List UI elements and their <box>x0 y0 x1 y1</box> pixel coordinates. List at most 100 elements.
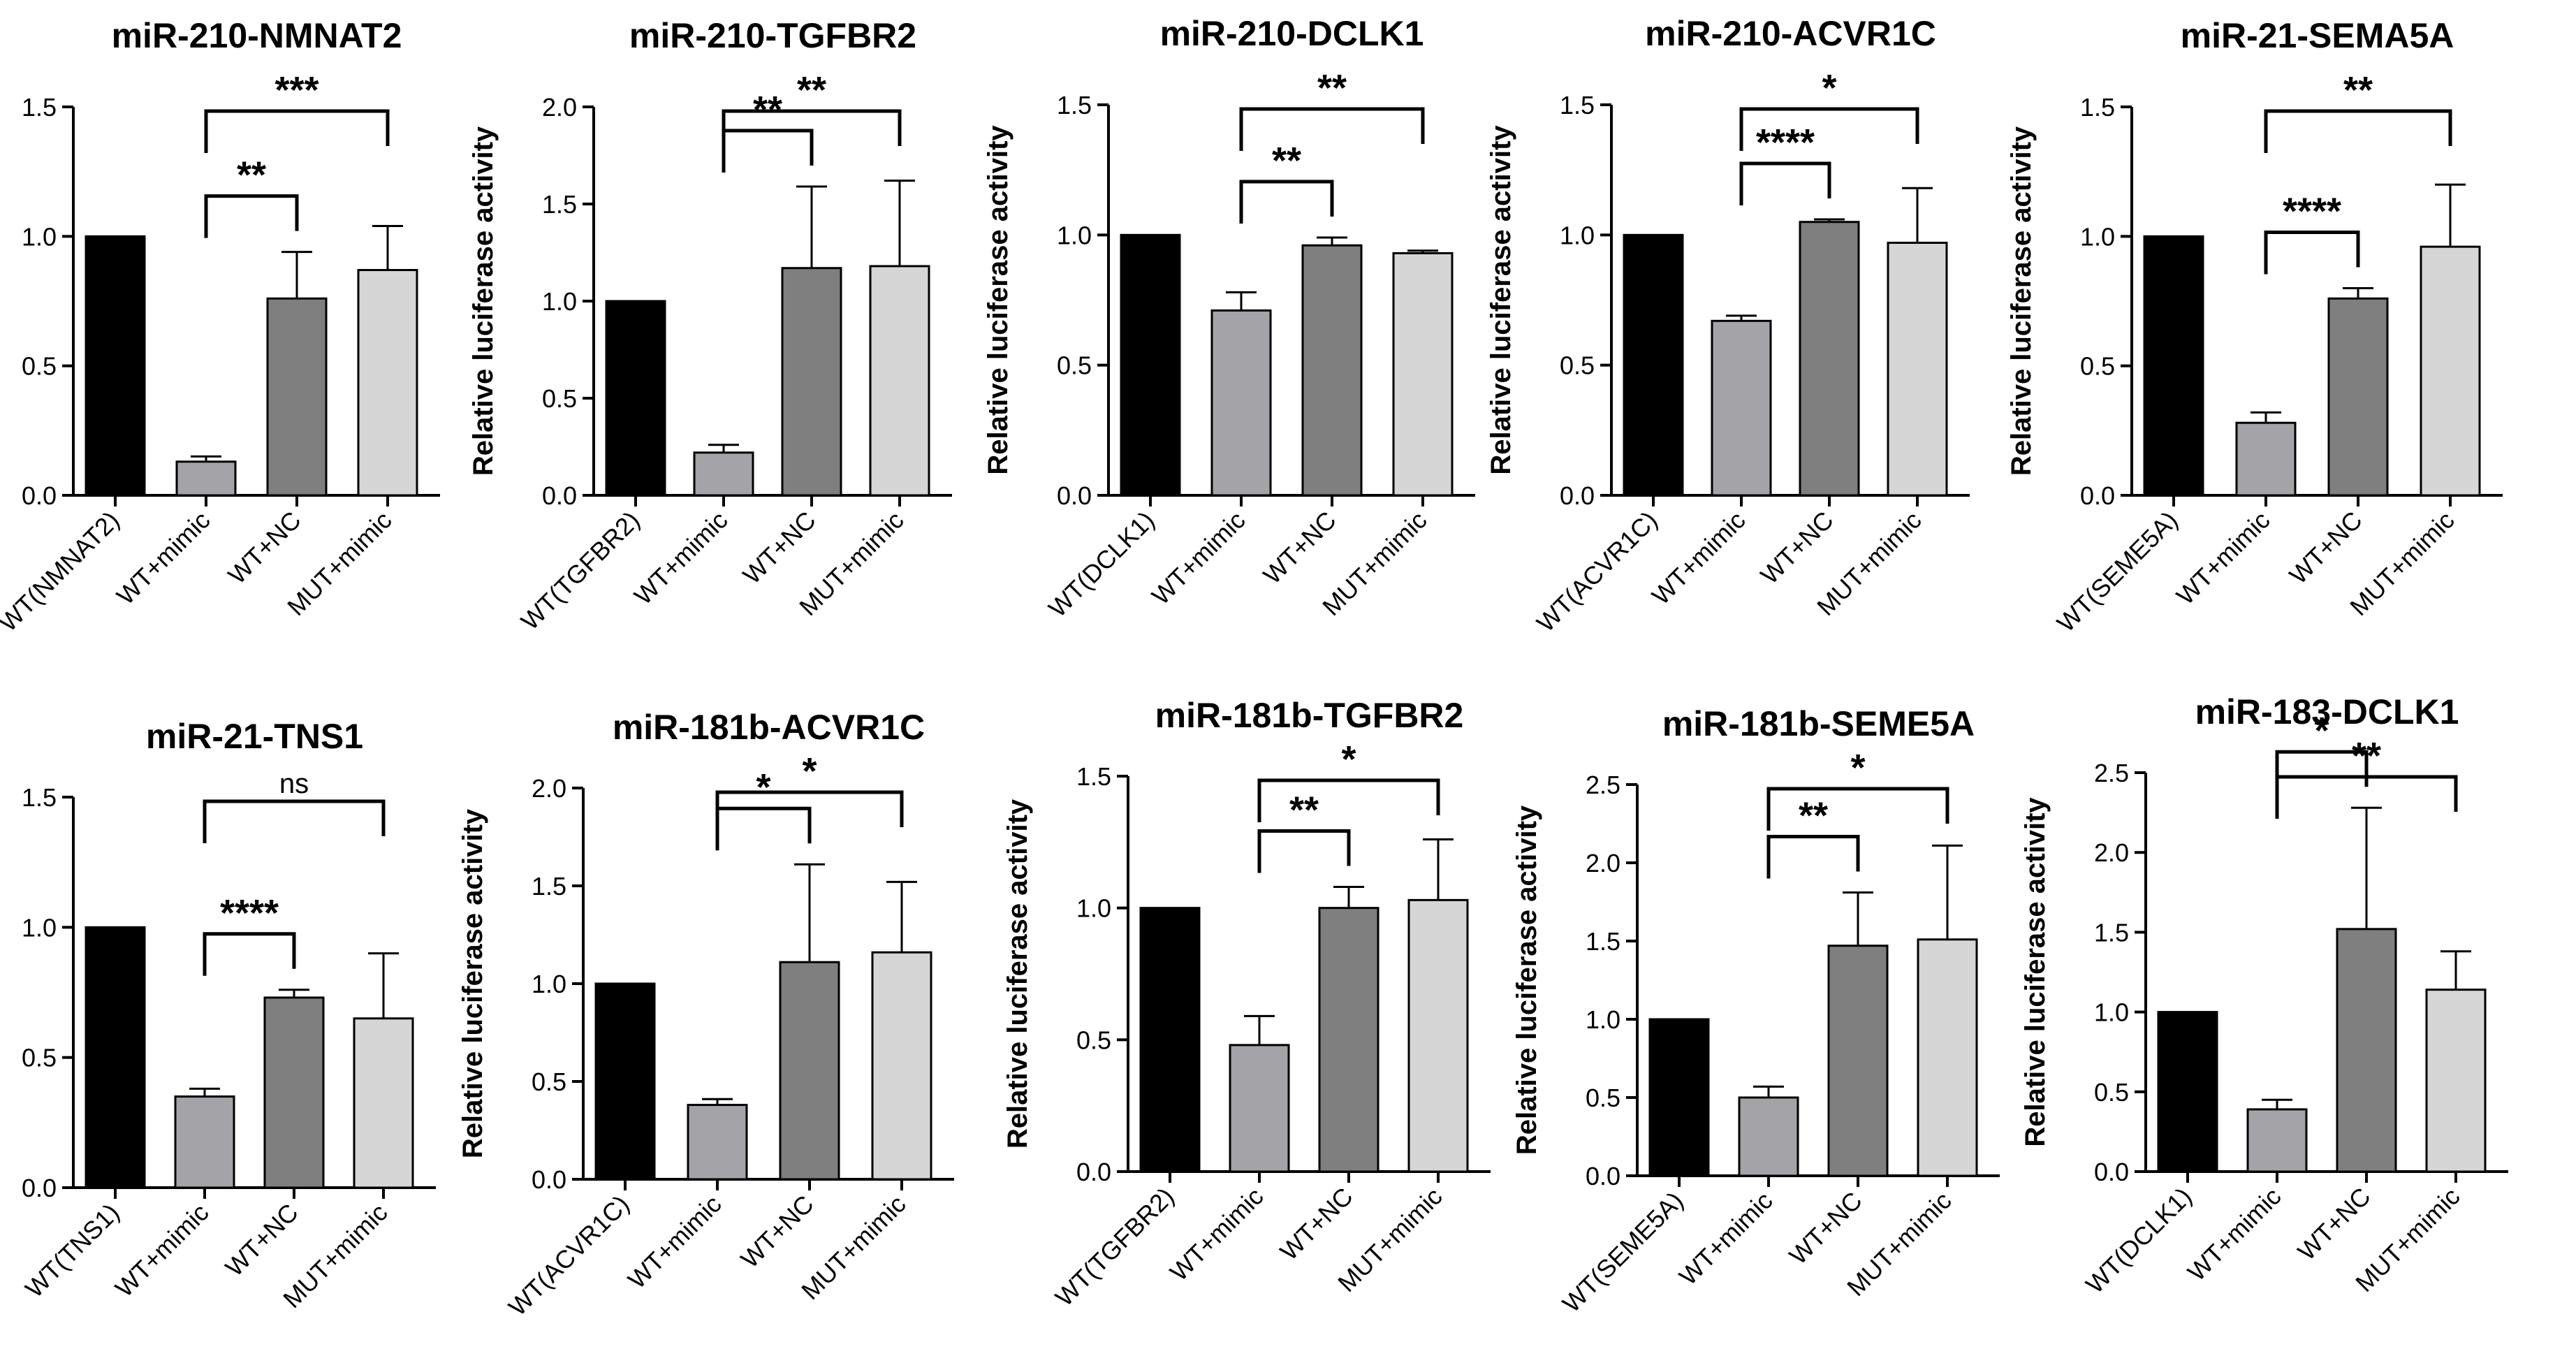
x-category-label: WT+mimic <box>1646 506 1751 611</box>
bar <box>174 1095 235 1189</box>
significance-label: **** <box>1756 122 1815 163</box>
chart-title: miR-210-TGFBR2 <box>629 16 916 55</box>
significance-bracket <box>1239 107 1425 151</box>
y-tick-label: 0.0 <box>22 1174 57 1202</box>
y-tick-label: 2.5 <box>1586 771 1620 799</box>
significance-bracket <box>204 109 390 153</box>
y-axis-label: Relative luciferase activity <box>468 126 499 476</box>
y-tick-label: 0.0 <box>532 1165 566 1194</box>
bar <box>871 951 932 1181</box>
chart-panel: miR-210-TGFBR2 Relative luciferase activi… <box>468 16 952 636</box>
bar <box>85 235 146 497</box>
significance-bracket <box>2275 750 2369 794</box>
bar <box>1301 244 1363 497</box>
y-tick-label: 0.0 <box>1560 481 1595 510</box>
significance-label: ** <box>237 154 266 196</box>
bar <box>779 961 840 1181</box>
x-category-label: WT+NC <box>2292 1182 2376 1266</box>
x-category-label: WT+NC <box>222 506 306 590</box>
chart-title: miR-181b-SEME5A <box>1662 704 1975 743</box>
x-category-label: WT+NC <box>737 506 821 590</box>
chart-title: miR-210-NMNAT2 <box>112 16 402 55</box>
y-axis-label: Relative luciferase activity <box>1512 805 1542 1155</box>
significance-bracket <box>1257 829 1351 873</box>
x-category-label: WT+mimic <box>2171 506 2276 611</box>
x-category-label: WT+NC <box>1755 506 1838 590</box>
bar <box>1648 1018 1710 1177</box>
y-tick-label: 1.5 <box>1586 927 1620 956</box>
significance-label: *** <box>275 69 319 111</box>
y-tick-label: 1.0 <box>1057 221 1092 249</box>
y-axis-label: Relative luciferase activity <box>1002 799 1033 1149</box>
significance-label: ** <box>1317 67 1347 109</box>
bar <box>2246 1108 2308 1173</box>
bar <box>353 1017 414 1189</box>
y-axis-label: Relative luciferase activity <box>458 808 488 1158</box>
x-category-label: WT+mimic <box>2182 1182 2287 1287</box>
bar <box>85 926 146 1189</box>
chart-panel: miR-210-NMNAT2Relative luciferase activi… <box>0 16 440 637</box>
y-tick-label: 1.5 <box>2094 918 2129 947</box>
chart-panel: miR-210-ACVR1C Relative luciferase activi… <box>1486 14 1970 637</box>
bar <box>2143 235 2204 497</box>
significance-bracket <box>1739 107 1919 151</box>
bar <box>263 996 325 1189</box>
bar <box>1407 898 1469 1173</box>
significance-label: * <box>1822 67 1836 109</box>
significance-label: ** <box>2343 69 2373 111</box>
y-tick-label: 1.0 <box>22 222 57 251</box>
bar <box>1711 319 1772 497</box>
y-tick-label: 0.0 <box>542 481 577 510</box>
bar <box>1139 907 1201 1173</box>
y-tick-label: 1.5 <box>1560 91 1595 119</box>
bar <box>2157 1011 2218 1173</box>
significance-label: * <box>1850 747 1865 789</box>
y-tick-label: 0.5 <box>532 1067 566 1096</box>
bar <box>693 451 754 497</box>
significance-label: ** <box>1289 789 1319 831</box>
significance-label: * <box>756 766 770 808</box>
significance-label: ** <box>2352 735 2381 777</box>
significance-bracket <box>1257 778 1440 822</box>
y-tick-label: 1.0 <box>532 970 566 998</box>
bar <box>1827 945 1889 1177</box>
chart-title: miR-21-TNS1 <box>146 717 363 756</box>
bar <box>1799 221 1860 497</box>
y-tick-label: 1.5 <box>542 190 577 219</box>
x-category-label: WT(ACVR1C) <box>1531 506 1663 638</box>
bar <box>1917 938 1978 1177</box>
y-tick-label: 0.5 <box>1560 351 1595 380</box>
chart-panel: miR-21-SEMA5A Relative luciferase activit… <box>2006 16 2503 637</box>
chart-title: miR-181b-ACVR1C <box>613 708 925 747</box>
chart-panel: miR-21-TNS1Relative luciferase activity0… <box>20 717 436 1313</box>
x-category-label: WT+NC <box>735 1190 819 1274</box>
y-tick-label: 0.5 <box>1076 1026 1111 1054</box>
significance-label: **** <box>220 892 279 934</box>
bar <box>357 269 418 497</box>
y-tick-label: 0.5 <box>22 352 57 381</box>
y-tick-label: 2.0 <box>1586 849 1620 877</box>
significance-label: ** <box>1272 140 1301 182</box>
significance-bracket <box>1239 180 1334 224</box>
x-category-label: WT(TGFBR2) <box>515 506 645 636</box>
significance-bracket <box>1766 835 1860 879</box>
bar <box>594 982 656 1181</box>
x-category-label: WT(DCLK1) <box>2080 1182 2197 1299</box>
y-tick-label: 0.0 <box>2080 481 2115 510</box>
bar <box>1229 1044 1290 1173</box>
significance-label: ** <box>1799 795 1828 837</box>
x-category-label: WT(DCLK1) <box>1043 506 1160 623</box>
x-category-label: WT(TGFBR2) <box>1050 1182 1180 1312</box>
y-tick-label: 0.5 <box>542 384 577 413</box>
y-axis-label: Relative luciferase activity <box>1486 125 1516 475</box>
significance-label: ns <box>279 768 309 799</box>
y-tick-label: 1.5 <box>1076 762 1111 791</box>
chart-title: miR-181b-TGFBR2 <box>1155 696 1464 735</box>
y-tick-label: 1.5 <box>22 783 57 812</box>
y-tick-label: 1.0 <box>1076 894 1111 923</box>
significance-bracket <box>203 932 296 976</box>
bar <box>687 1104 748 1181</box>
significance-bracket <box>715 790 904 834</box>
bar <box>2425 989 2487 1173</box>
y-tick-label: 1.0 <box>22 913 57 942</box>
